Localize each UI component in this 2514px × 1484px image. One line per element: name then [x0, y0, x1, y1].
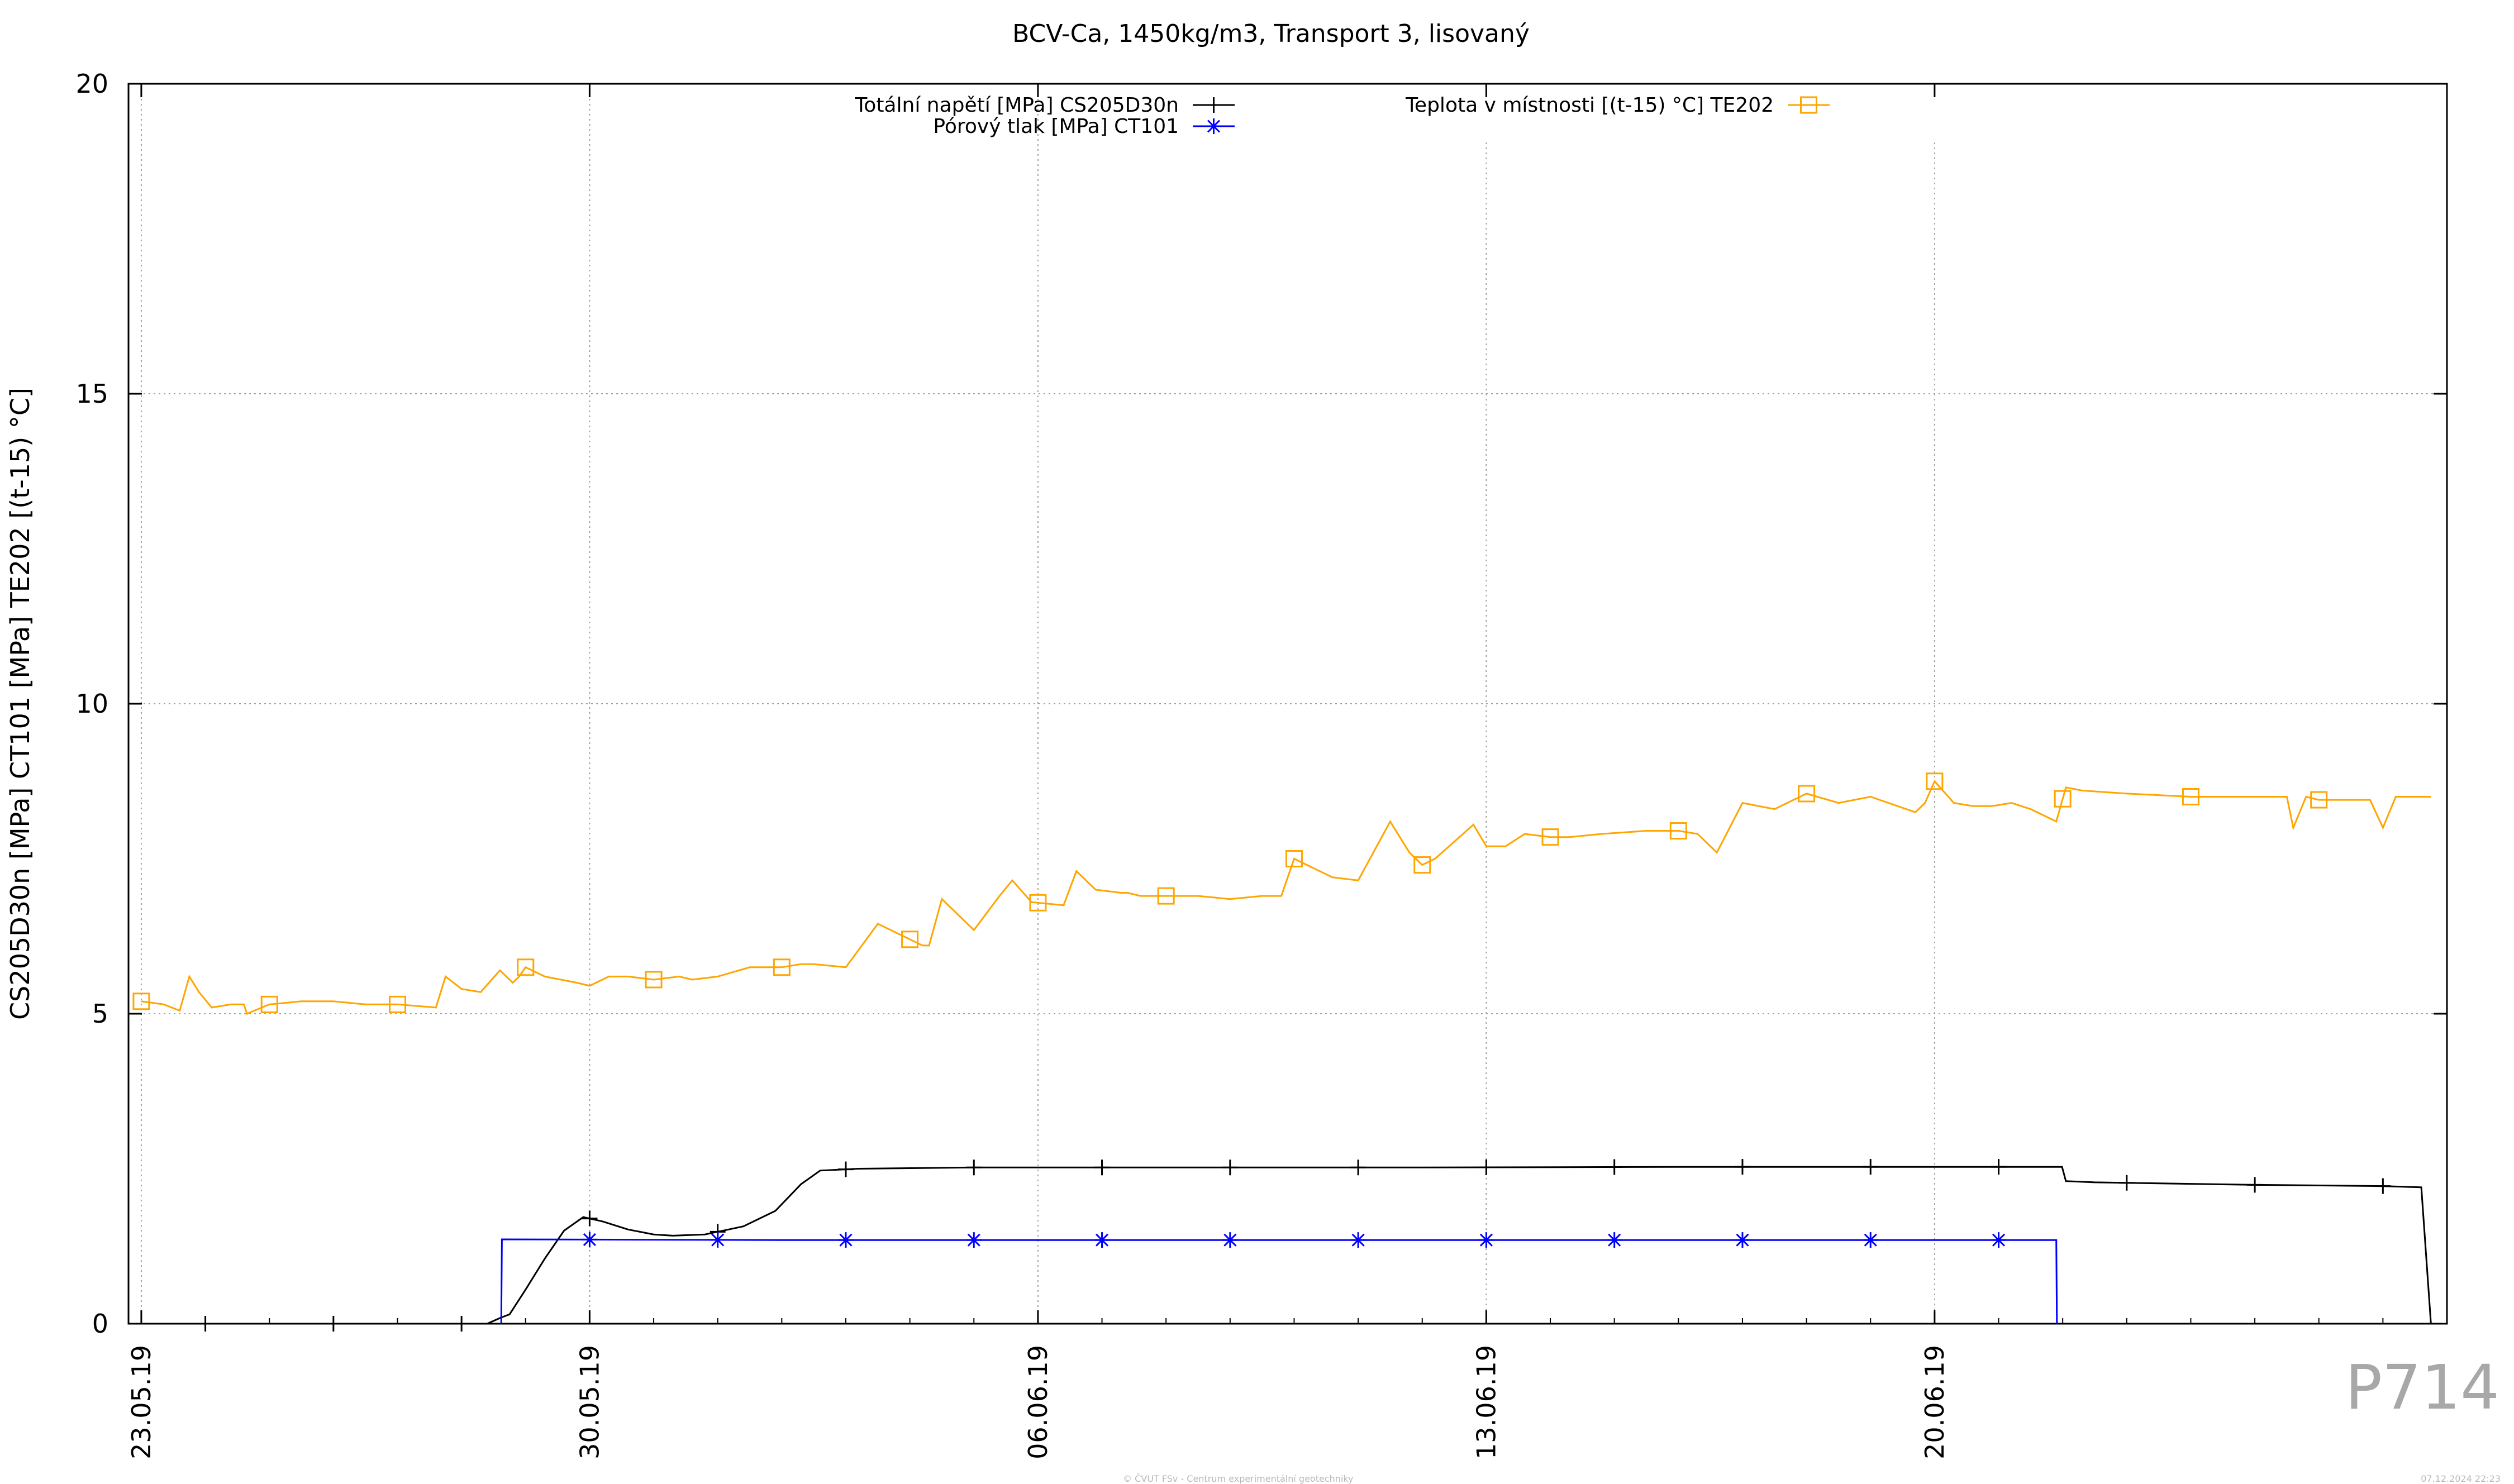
y-tick-label: 15 [75, 379, 108, 409]
data-point-marker [1541, 828, 1559, 846]
legend-label: Teplota v místnosti [(t-15) °C] TE202 [1405, 94, 1774, 117]
data-point-marker [837, 1161, 854, 1177]
series-1 [141, 1159, 2432, 1332]
data-point-marker [1206, 118, 1222, 134]
data-point-marker [1285, 850, 1303, 867]
data-point-marker [2247, 1177, 2263, 1193]
data-point-marker [1798, 785, 1816, 803]
x-tick-label: 30.05.19 [574, 1345, 604, 1459]
data-point-marker [1222, 1232, 1238, 1248]
data-point-marker [2310, 791, 2328, 809]
data-point-marker [1478, 1232, 1494, 1248]
data-point-marker [710, 1232, 726, 1248]
y-tick-label: 0 [92, 1309, 108, 1339]
data-point-marker [260, 995, 278, 1013]
data-point-marker [1991, 1159, 2007, 1175]
data-point-marker [1094, 1159, 1110, 1176]
x-tick-label: 06.06.19 [1023, 1345, 1053, 1459]
data-point-marker [1606, 1232, 1622, 1248]
y-tick-label: 20 [75, 69, 108, 99]
series-2 [500, 1232, 2058, 1324]
data-point-marker [773, 958, 791, 976]
legend-label: Totální napětí [MPa] CS205D30n [854, 94, 1179, 117]
y-tick-label: 10 [75, 689, 108, 719]
data-point-marker [2054, 790, 2072, 808]
data-point-marker [1606, 1159, 1622, 1175]
footer-timestamp: 07.12.2024 22:23 [2421, 1473, 2501, 1484]
legend-entry: Pórový tlak [MPa] CT101 [933, 115, 1235, 138]
data-point-marker [1863, 1232, 1879, 1248]
y-tick-label: 5 [92, 999, 108, 1029]
data-point-marker [1991, 1232, 2007, 1248]
data-point-marker [2118, 1175, 2135, 1191]
data-point-marker [1029, 894, 1047, 912]
series-layer [132, 772, 2432, 1332]
data-point-marker [1157, 887, 1175, 905]
legend-entry: Teplota v místnosti [(t-15) °C] TE202 [1405, 94, 1830, 117]
x-tick-label: 13.06.19 [1471, 1345, 1501, 1459]
series-3 [132, 772, 2431, 1015]
data-point-marker [2375, 1178, 2391, 1194]
data-point-marker [517, 958, 535, 976]
data-point-marker [1669, 822, 1687, 840]
axis-ticks: 0 5 10 15 20 23.05.19 30.05.19 06.06.19 13.06.19… [75, 69, 2448, 1459]
data-point-marker [966, 1232, 982, 1248]
chart-title: BCV-Ca, 1450kg/m3, Transport 3, lisovaný [1012, 20, 1530, 48]
data-point-marker [132, 992, 150, 1010]
data-point-marker [837, 1232, 854, 1248]
series-line [141, 1166, 2432, 1325]
legend-entry: Totální napětí [MPa] CS205D30n [854, 94, 1235, 117]
x-tick-label: 20.06.19 [1920, 1345, 1950, 1459]
data-point-marker [901, 931, 919, 948]
data-point-marker [1206, 97, 1222, 113]
data-point-marker [1863, 1159, 1879, 1175]
data-point-marker [1734, 1159, 1750, 1175]
data-point-marker [1350, 1232, 1366, 1248]
grid [128, 84, 2447, 1324]
data-point-marker [1222, 1159, 1238, 1176]
data-point-marker [1413, 856, 1431, 874]
data-point-marker [1926, 772, 1944, 790]
data-point-marker [966, 1159, 982, 1176]
legend-label: Pórový tlak [MPa] CT101 [933, 115, 1179, 138]
data-point-marker [1734, 1232, 1750, 1248]
data-point-marker [388, 995, 406, 1013]
series-line [500, 1238, 2058, 1324]
data-point-marker [582, 1232, 598, 1248]
x-tick-label: 23.05.19 [126, 1345, 156, 1459]
data-point-marker [645, 971, 663, 989]
footer-copyright: © ČVUT FSv - Centrum experimentální geot… [1123, 1473, 1354, 1484]
series-line [141, 780, 2431, 1015]
y-axis-label: CS205D30n [MPa] CT101 [MPa] TE202 [(t-15… [5, 388, 35, 1020]
data-point-marker [582, 1210, 598, 1227]
watermark: P714 [2345, 1352, 2499, 1423]
data-point-marker [1094, 1232, 1110, 1248]
data-point-marker [1800, 96, 1817, 114]
data-point-marker [1478, 1159, 1494, 1175]
data-point-marker [2182, 788, 2199, 805]
data-point-marker [1350, 1159, 1366, 1176]
